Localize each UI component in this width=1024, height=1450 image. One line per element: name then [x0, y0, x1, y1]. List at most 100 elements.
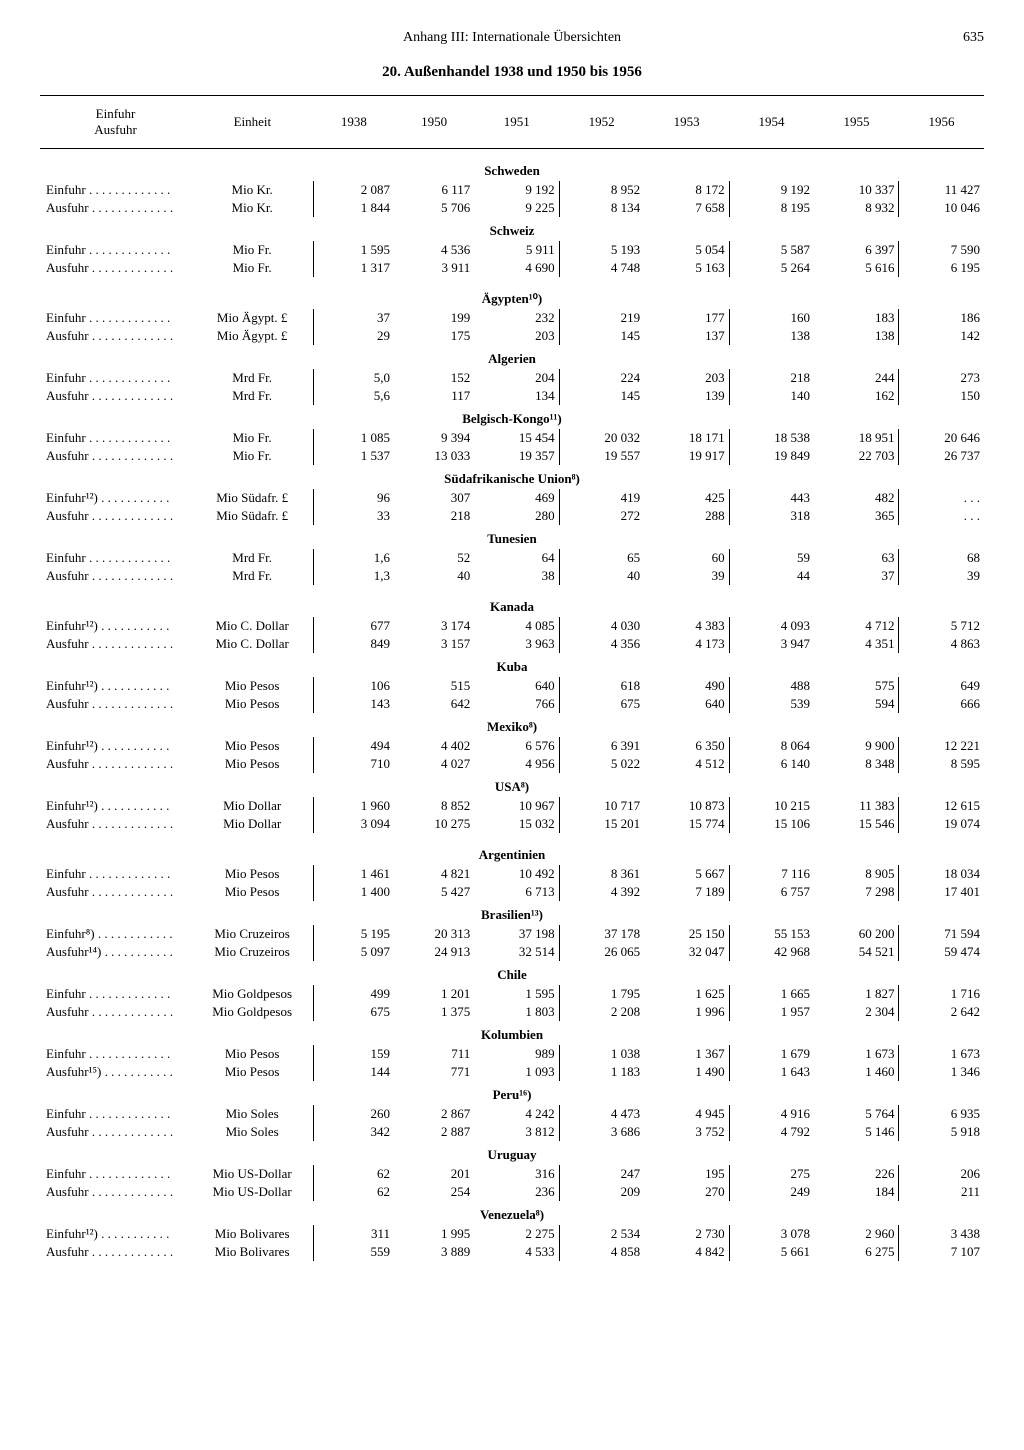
- cell: 1 625: [644, 985, 729, 1003]
- row-label: Einfuhr¹²) . . . . . . . . . . .: [40, 489, 191, 507]
- country-heading: Schweiz: [40, 217, 984, 241]
- country-name: Belgisch-Kongo¹¹): [40, 405, 984, 429]
- cell: 288: [644, 507, 729, 525]
- row-unit: Mio Pesos: [191, 755, 314, 773]
- cell: 138: [814, 327, 899, 345]
- col-1951: 1951: [474, 96, 559, 149]
- cell: 1 595: [474, 985, 559, 1003]
- cell: 62: [314, 1165, 394, 1183]
- cell: 6 275: [814, 1243, 899, 1261]
- row-unit: Mio Bolivares: [191, 1243, 314, 1261]
- cell: 482: [814, 489, 899, 507]
- cell: 5 163: [644, 259, 729, 277]
- row-label: Ausfuhr . . . . . . . . . . . . .: [40, 1003, 191, 1021]
- country-heading: Peru¹⁶): [40, 1081, 984, 1105]
- row-label: Ausfuhr . . . . . . . . . . . . .: [40, 635, 191, 653]
- table-row: Einfuhr¹²) . . . . . . . . . . .Mio Doll…: [40, 797, 984, 815]
- cell: 39: [644, 567, 729, 585]
- cell: 3 157: [394, 635, 474, 653]
- cell: 7 116: [729, 865, 814, 883]
- cell: 59 474: [899, 943, 984, 961]
- cell: 4 173: [644, 635, 729, 653]
- cell: 594: [814, 695, 899, 713]
- cell: 18 034: [899, 865, 984, 883]
- row-unit: Mio Fr.: [191, 447, 314, 465]
- cell: 5 264: [729, 259, 814, 277]
- cell: 8 952: [559, 181, 644, 199]
- cell: 10 873: [644, 797, 729, 815]
- cell: 44: [729, 567, 814, 585]
- cell: 236: [474, 1183, 559, 1201]
- country-heading: Ägypten¹⁰): [40, 277, 984, 309]
- cell: 4 792: [729, 1123, 814, 1141]
- cell: 4 402: [394, 737, 474, 755]
- col-1953: 1953: [644, 96, 729, 149]
- country-heading: Kolumbien: [40, 1021, 984, 1045]
- country-name: Uruguay: [40, 1141, 984, 1165]
- cell: 1 957: [729, 1003, 814, 1021]
- cell: 38: [474, 567, 559, 585]
- cell: 2 534: [559, 1225, 644, 1243]
- cell: 4 085: [474, 617, 559, 635]
- cell: 1 038: [559, 1045, 644, 1063]
- cell: 40: [394, 567, 474, 585]
- cell: 224: [559, 369, 644, 387]
- cell: 9 900: [814, 737, 899, 755]
- table-row: Ausfuhr . . . . . . . . . . . . .Mio C. …: [40, 635, 984, 653]
- cell: 40: [559, 567, 644, 585]
- row-label: Einfuhr . . . . . . . . . . . . .: [40, 1105, 191, 1123]
- row-unit: Mio Goldpesos: [191, 1003, 314, 1021]
- cell: 203: [474, 327, 559, 345]
- country-heading: Kanada: [40, 585, 984, 617]
- cell: 64: [474, 549, 559, 567]
- cell: 15 106: [729, 815, 814, 833]
- country-name: Algerien: [40, 345, 984, 369]
- cell: 52: [394, 549, 474, 567]
- cell: 6 757: [729, 883, 814, 901]
- country-name: Südafrikanische Union⁸): [40, 465, 984, 489]
- cell: 766: [474, 695, 559, 713]
- row-unit: Mrd Fr.: [191, 567, 314, 585]
- cell: 1,6: [314, 549, 394, 567]
- cell: 211: [899, 1183, 984, 1201]
- cell: 365: [814, 507, 899, 525]
- cell: 37: [814, 567, 899, 585]
- table-row: Einfuhr . . . . . . . . . . . . .Mio Gol…: [40, 985, 984, 1003]
- col-1956: 1956: [899, 96, 984, 149]
- cell: 1 795: [559, 985, 644, 1003]
- cell: 273: [899, 369, 984, 387]
- row-unit: Mio Soles: [191, 1105, 314, 1123]
- cell: 6 576: [474, 737, 559, 755]
- cell: 9 225: [474, 199, 559, 217]
- cell: 642: [394, 695, 474, 713]
- cell: 186: [899, 309, 984, 327]
- cell: 1 996: [644, 1003, 729, 1021]
- cell: 1 827: [814, 985, 899, 1003]
- cell: 1 375: [394, 1003, 474, 1021]
- cell: 8 195: [729, 199, 814, 217]
- cell: 39: [899, 567, 984, 585]
- cell: 3 911: [394, 259, 474, 277]
- cell: 4 093: [729, 617, 814, 635]
- row-unit: Mio Südafr. £: [191, 507, 314, 525]
- table-row: Einfuhr . . . . . . . . . . . . .Mio Fr.…: [40, 429, 984, 447]
- cell: 19 357: [474, 447, 559, 465]
- cell: 139: [644, 387, 729, 405]
- cell: 117: [394, 387, 474, 405]
- cell: 1 595: [314, 241, 394, 259]
- cell: 3 947: [729, 635, 814, 653]
- cell: 247: [559, 1165, 644, 1183]
- cell: 71 594: [899, 925, 984, 943]
- cell: 4 473: [559, 1105, 644, 1123]
- table-row: Ausfuhr . . . . . . . . . . . . .Mio Sol…: [40, 1123, 984, 1141]
- row-label: Einfuhr¹²) . . . . . . . . . . .: [40, 617, 191, 635]
- cell: 7 658: [644, 199, 729, 217]
- col-1955: 1955: [814, 96, 899, 149]
- cell: 2 960: [814, 1225, 899, 1243]
- col-1954: 1954: [729, 96, 814, 149]
- cell: 1 537: [314, 447, 394, 465]
- cell: 2 642: [899, 1003, 984, 1021]
- col-1938: 1938: [314, 96, 394, 149]
- row-label: Einfuhr . . . . . . . . . . . . .: [40, 1045, 191, 1063]
- table-row: Ausfuhr . . . . . . . . . . . . .Mio Bol…: [40, 1243, 984, 1261]
